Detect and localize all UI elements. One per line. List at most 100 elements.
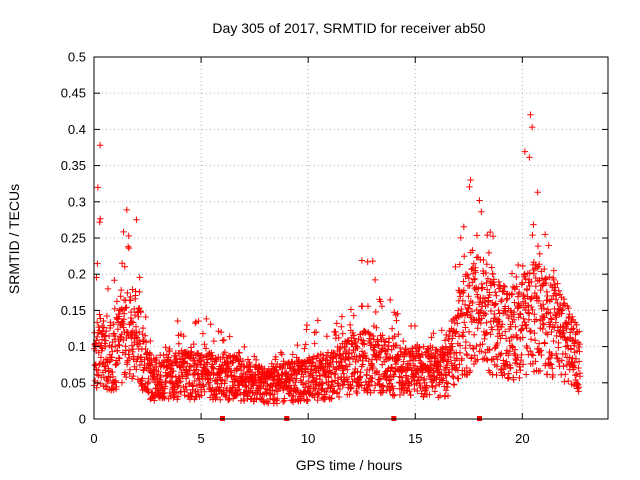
data-point (263, 390, 270, 398)
data-point (525, 310, 533, 317)
data-point (125, 346, 133, 354)
data-point (567, 346, 575, 353)
data-point (156, 376, 163, 383)
data-point (469, 299, 476, 307)
data-point (111, 305, 118, 312)
data-point (476, 298, 483, 306)
data-point (108, 354, 116, 361)
data-point (180, 332, 187, 340)
data-point (556, 291, 564, 298)
data-point (456, 261, 464, 268)
data-point (539, 301, 547, 308)
data-point (319, 380, 326, 387)
data-point (314, 317, 322, 324)
data-point (464, 271, 471, 279)
data-point (529, 306, 536, 314)
data-point (457, 234, 464, 242)
data-point (273, 366, 280, 374)
y-tick-label: 0.2 (68, 267, 86, 282)
data-point (528, 303, 535, 311)
data-point (518, 351, 525, 359)
data-point (383, 350, 391, 358)
data-point (326, 368, 334, 376)
data-point (369, 332, 377, 340)
data-point (132, 288, 139, 295)
data-point (497, 298, 505, 305)
data-point (223, 392, 230, 399)
data-point (209, 352, 216, 359)
data-point (416, 344, 423, 352)
data-point (443, 364, 451, 371)
data-point (530, 221, 537, 228)
data-point (526, 154, 533, 161)
data-point (474, 293, 482, 301)
data-point (213, 393, 221, 401)
data-point (576, 340, 583, 348)
data-point (457, 293, 464, 300)
data-point (453, 328, 460, 335)
data-point (495, 307, 502, 314)
data-point (113, 383, 120, 390)
data-point (199, 381, 207, 389)
data-point (486, 228, 494, 236)
data-point (225, 396, 232, 404)
data-point (302, 384, 309, 391)
data-point (186, 379, 193, 387)
data-point (467, 312, 474, 320)
data-point (318, 386, 325, 393)
data-point (490, 276, 498, 283)
data-point (541, 276, 548, 283)
data-point (335, 393, 343, 401)
data-point (452, 263, 459, 271)
data-point (528, 278, 535, 286)
data-point (546, 273, 553, 281)
data-point (107, 322, 114, 329)
data-point (522, 275, 529, 283)
data-point (93, 333, 101, 341)
data-point (139, 324, 147, 332)
data-point (480, 309, 488, 317)
data-point (539, 320, 547, 328)
data-point (540, 305, 548, 312)
data-point (380, 336, 387, 344)
y-tick-label: 0.35 (61, 158, 86, 173)
data-point (321, 393, 329, 400)
data-point (514, 293, 522, 300)
data-point (442, 364, 449, 372)
data-point (503, 311, 511, 319)
data-point (558, 307, 565, 314)
data-point (559, 306, 566, 313)
data-point (534, 242, 542, 250)
data-point (455, 375, 462, 382)
x-tick-label: 20 (515, 431, 529, 446)
data-point (468, 308, 476, 315)
data-point (500, 282, 507, 290)
data-point (378, 302, 386, 310)
data-point (481, 295, 489, 302)
data-point (541, 265, 548, 273)
data-point (512, 323, 519, 330)
data-point (371, 276, 379, 284)
data-point (573, 321, 580, 329)
data-point (441, 383, 448, 390)
data-point (322, 356, 330, 364)
data-point (541, 231, 549, 238)
data-point (177, 378, 184, 385)
data-point (364, 303, 372, 310)
data-point (565, 377, 572, 385)
data-point (463, 364, 470, 372)
data-point (520, 315, 527, 322)
data-point (190, 340, 197, 348)
data-point (256, 395, 264, 402)
data-point (483, 319, 490, 326)
data-point (576, 373, 584, 380)
data-point (494, 322, 501, 330)
data-point (491, 281, 498, 288)
data-point (392, 311, 400, 319)
data-point (548, 316, 556, 323)
data-point (320, 364, 327, 371)
data-point (113, 298, 121, 305)
data-point (116, 342, 123, 349)
y-tick-label: 0.05 (61, 375, 86, 390)
data-point (359, 303, 366, 310)
